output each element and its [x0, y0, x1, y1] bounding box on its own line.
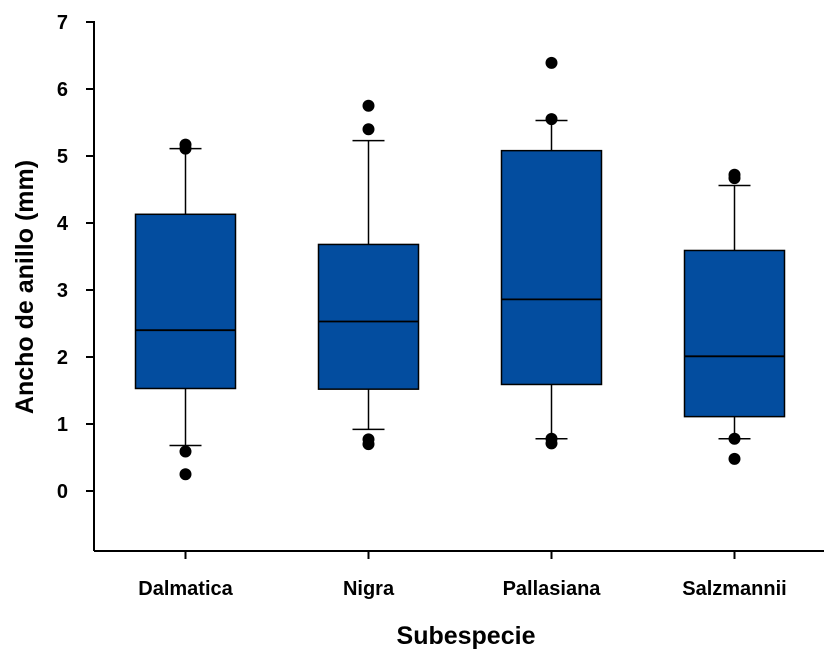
x-tick-label: Salzmannii: [682, 578, 786, 600]
outlier-point: [545, 113, 558, 126]
outlier-point: [545, 432, 558, 445]
outlier-point: [545, 56, 558, 69]
y-tick-label: 0: [57, 481, 68, 503]
outlier-point: [362, 99, 375, 112]
x-tick-label: Dalmatica: [138, 578, 233, 600]
x-axis-title: Subespecie: [397, 622, 536, 650]
outlier-point: [728, 432, 741, 445]
outlier-point: [728, 452, 741, 465]
outlier-point: [728, 168, 741, 181]
plot-marks: [134, 56, 786, 481]
box-group: [134, 138, 237, 481]
iqr-box: [134, 213, 237, 390]
y-tick-label: 4: [57, 213, 69, 235]
y-tick-label: 3: [57, 280, 68, 302]
y-tick-label: 1: [57, 414, 68, 436]
box-group: [683, 168, 786, 465]
outlier-point: [362, 123, 375, 136]
plot-axes: 0 1 2 3 4 5 6 7 Dalmatica Nigra Pallasiana Salzmann…: [57, 12, 824, 600]
y-tick-label: 5: [57, 146, 68, 168]
outlier-point: [179, 468, 192, 481]
iqr-box: [317, 243, 420, 390]
y-tick-label: 6: [57, 79, 68, 101]
y-tick-label: 2: [57, 347, 68, 369]
box-group: [500, 56, 603, 450]
y-axis-title: Ancho de anillo (mm): [11, 160, 39, 414]
iqr-box: [500, 149, 603, 386]
iqr-box: [683, 249, 786, 418]
y-tick-label: 7: [57, 12, 68, 34]
x-tick-label: Pallasiana: [503, 578, 602, 600]
box-group: [317, 99, 420, 451]
x-tick-label: Nigra: [343, 578, 395, 600]
outlier-point: [362, 433, 375, 446]
outlier-point: [179, 445, 192, 458]
outlier-point: [179, 138, 192, 151]
